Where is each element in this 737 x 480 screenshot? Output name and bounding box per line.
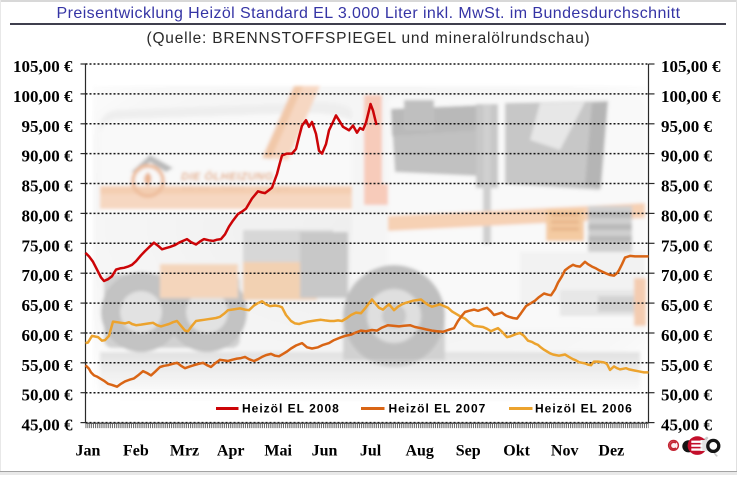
svg-text:55,00 €: 55,00 € xyxy=(661,356,713,375)
svg-text:45,00 €: 45,00 € xyxy=(22,416,74,435)
svg-text:Heizöl EL 2006: Heizöl EL 2006 xyxy=(535,402,633,416)
svg-text:70,00 €: 70,00 € xyxy=(22,266,74,285)
svg-text:DIE ÖLHEIZUNG: DIE ÖLHEIZUNG xyxy=(181,170,274,183)
svg-text:Mrz: Mrz xyxy=(170,443,199,460)
svg-text:90,00 €: 90,00 € xyxy=(22,147,74,166)
svg-text:Heizöl EL 2007: Heizöl EL 2007 xyxy=(389,402,487,416)
svg-text:75,00 €: 75,00 € xyxy=(22,236,74,255)
svg-text:Heizöl EL 2008: Heizöl EL 2008 xyxy=(242,402,340,416)
svg-text:90,00 €: 90,00 € xyxy=(661,147,713,166)
svg-text:75,00 €: 75,00 € xyxy=(661,236,713,255)
svg-text:Mai: Mai xyxy=(264,443,292,460)
svg-text:65,00 €: 65,00 € xyxy=(22,296,74,315)
svg-text:105,00 €: 105,00 € xyxy=(13,57,73,76)
svg-text:Okt: Okt xyxy=(503,443,530,460)
svg-text:60,00 €: 60,00 € xyxy=(661,326,713,345)
svg-text:50,00 €: 50,00 € xyxy=(661,386,713,405)
svg-text:Feb: Feb xyxy=(123,443,149,460)
svg-text:105,00 €: 105,00 € xyxy=(661,57,721,76)
svg-text:55,00 €: 55,00 € xyxy=(22,356,74,375)
svg-text:100,00 €: 100,00 € xyxy=(13,87,73,106)
svg-text:Jan: Jan xyxy=(76,443,101,460)
svg-text:70,00 €: 70,00 € xyxy=(661,266,713,285)
svg-text:85,00 €: 85,00 € xyxy=(22,177,74,196)
svg-text:Sep: Sep xyxy=(456,443,481,460)
svg-text:Jul: Jul xyxy=(360,443,382,460)
svg-text:95,00 €: 95,00 € xyxy=(22,117,74,136)
svg-text:60,00 €: 60,00 € xyxy=(22,326,74,345)
svg-text:Nov: Nov xyxy=(551,443,579,460)
svg-text:95,00 €: 95,00 € xyxy=(661,117,713,136)
svg-text:Apr: Apr xyxy=(217,443,245,460)
svg-text:Jun: Jun xyxy=(312,443,338,460)
svg-text:80,00 €: 80,00 € xyxy=(661,206,713,225)
svg-text:Dez: Dez xyxy=(598,443,624,460)
svg-text:100,00 €: 100,00 € xyxy=(661,87,721,106)
svg-text:85,00 €: 85,00 € xyxy=(661,177,713,196)
svg-text:45,00 €: 45,00 € xyxy=(661,416,713,435)
svg-text:Aug: Aug xyxy=(405,443,433,460)
svg-text:wärme · leben · energie: wärme · leben · energie xyxy=(182,185,290,192)
svg-text:65,00 €: 65,00 € xyxy=(661,296,713,315)
svg-text:50,00 €: 50,00 € xyxy=(22,386,74,405)
svg-text:80,00 €: 80,00 € xyxy=(22,206,74,225)
